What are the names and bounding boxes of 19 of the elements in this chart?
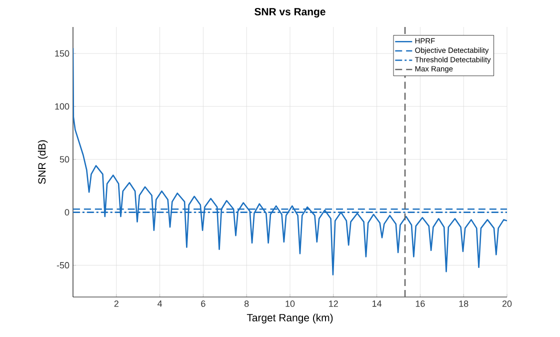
x-tick-label: 10 (286, 300, 295, 307)
y-tick-label: 0 (64, 209, 70, 216)
x-tick-label: 2 (114, 300, 118, 307)
y-axis-title: SNR (dB) (38, 140, 48, 184)
chart-title: SNR vs Range (254, 8, 326, 18)
y-tick-label: 50 (60, 156, 70, 163)
x-tick-label: 16 (416, 300, 425, 307)
x-tick-label: 8 (244, 300, 249, 307)
x-tick-label: 12 (329, 300, 338, 307)
x-tick-label: 20 (502, 300, 512, 307)
x-tick-label: 4 (158, 300, 162, 307)
line-series (73, 48, 508, 276)
y-tick-label: -50 (56, 262, 70, 268)
x-axis-title: Target Range (km) (246, 314, 333, 324)
x-tick-label: 6 (201, 300, 206, 307)
y-tick-label: 100 (55, 103, 70, 110)
x-tick-label: 18 (459, 300, 468, 307)
y-tick-label: 150 (55, 50, 70, 57)
x-tick-label: 14 (372, 300, 382, 307)
